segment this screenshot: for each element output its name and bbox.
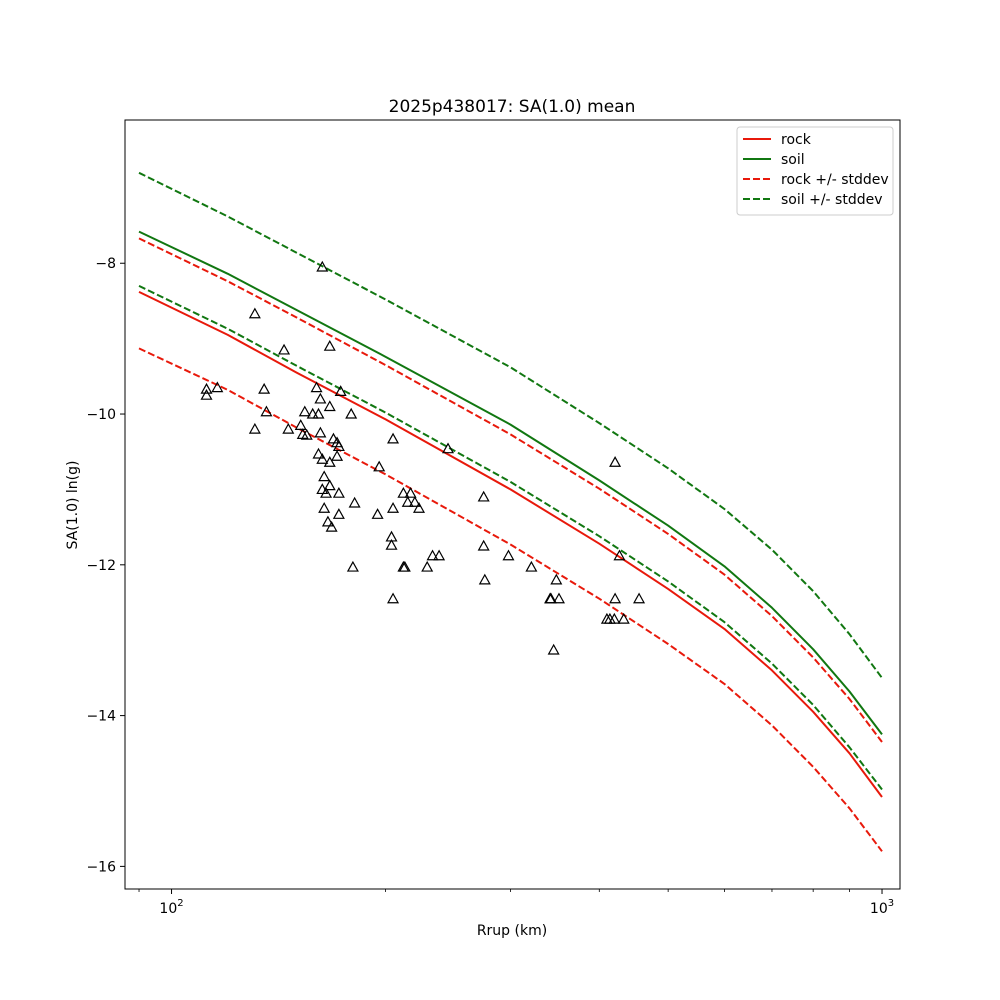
y-tick-label: −8 bbox=[95, 256, 116, 272]
observation-marker bbox=[609, 456, 622, 467]
observation-marker bbox=[609, 592, 622, 604]
observation-marker bbox=[312, 447, 325, 459]
observation-marker bbox=[260, 405, 273, 417]
observation-marker bbox=[426, 549, 439, 561]
observation-marker bbox=[316, 483, 329, 495]
observation-marker bbox=[332, 508, 345, 519]
observation-marker bbox=[387, 432, 400, 444]
observation-marker bbox=[298, 405, 311, 417]
legend-label: rock +/- stddev bbox=[781, 172, 889, 188]
observation-marker bbox=[294, 419, 307, 430]
observation-marker bbox=[323, 400, 336, 412]
observation-marker bbox=[404, 486, 417, 498]
observation-marker bbox=[550, 573, 563, 585]
observation-marker bbox=[477, 539, 490, 551]
observation-marker bbox=[248, 307, 261, 319]
observation-marker bbox=[442, 442, 455, 454]
axes: −16 −14 −12 −10 −8 102 103 bbox=[86, 256, 894, 917]
observation-marker bbox=[316, 260, 329, 272]
legend-label: soil bbox=[781, 152, 805, 168]
observation-marker bbox=[412, 502, 426, 513]
observation-marker bbox=[617, 612, 630, 624]
series-line-1 bbox=[138, 230, 883, 736]
legend: rock soil rock +/- stddev soil +/- stddev bbox=[736, 126, 894, 216]
observation-marker bbox=[314, 392, 327, 404]
observation-marker bbox=[345, 407, 358, 419]
y-tick-label: −14 bbox=[86, 709, 116, 725]
observation-marker bbox=[398, 560, 411, 572]
observation-marker bbox=[348, 496, 361, 508]
observation-marker bbox=[608, 612, 621, 624]
observation-marker bbox=[323, 479, 336, 491]
series-line-0 bbox=[138, 290, 883, 798]
observation-marker bbox=[478, 573, 491, 585]
observation-marker bbox=[323, 456, 336, 467]
legend-label: soil +/- stddev bbox=[781, 192, 883, 208]
observation-marker bbox=[332, 486, 345, 498]
legend-label: rock bbox=[781, 132, 812, 148]
observation-marker bbox=[401, 496, 414, 507]
observation-marker bbox=[525, 560, 538, 572]
observation-marker bbox=[327, 432, 340, 444]
observation-marker bbox=[282, 422, 295, 434]
observation-marker bbox=[323, 339, 336, 351]
observation-marker bbox=[248, 422, 261, 434]
observation-marker bbox=[258, 382, 271, 394]
observation-marker bbox=[200, 382, 213, 394]
series-line-3 bbox=[138, 347, 883, 852]
observation-marker bbox=[300, 428, 313, 440]
observation-marker bbox=[371, 508, 384, 519]
observation-marker bbox=[408, 496, 421, 507]
observation-marker bbox=[633, 592, 646, 604]
observation-marker bbox=[397, 486, 410, 498]
observation-marker bbox=[312, 407, 325, 419]
observation-marker bbox=[320, 486, 333, 498]
observation-marker bbox=[385, 538, 398, 550]
observation-marker bbox=[316, 453, 329, 464]
observation-marker bbox=[278, 343, 291, 355]
observation-marker bbox=[433, 549, 446, 561]
observation-marker bbox=[387, 502, 400, 513]
observation-marker bbox=[318, 470, 331, 482]
observation-marker bbox=[547, 643, 560, 655]
series-line-4 bbox=[138, 171, 883, 679]
chart-title: 2025p438017: SA(1.0) mean bbox=[389, 97, 636, 117]
observation-marker bbox=[306, 407, 319, 419]
observation-marker bbox=[387, 592, 400, 604]
observation-marker bbox=[552, 592, 565, 604]
series-line-5 bbox=[138, 284, 883, 791]
observation-marker bbox=[334, 385, 347, 397]
observation-marker bbox=[613, 549, 626, 561]
observation-marker bbox=[314, 426, 327, 438]
observation-marker bbox=[346, 560, 359, 572]
observation-marker bbox=[544, 592, 557, 604]
observation-marker bbox=[310, 381, 323, 393]
x-axis-label: Rrup (km) bbox=[477, 923, 547, 939]
y-tick-label: −12 bbox=[86, 558, 116, 574]
x-tick-label: 103 bbox=[870, 898, 894, 917]
series-line-2 bbox=[138, 237, 883, 743]
observation-marker bbox=[373, 460, 386, 472]
legend-box bbox=[736, 126, 894, 216]
observation-marker bbox=[502, 549, 515, 561]
y-axis-label: SA(1.0) ln(g) bbox=[65, 461, 81, 550]
y-tick-label: −16 bbox=[86, 859, 116, 875]
y-tick-label: −10 bbox=[86, 407, 116, 423]
plot-area bbox=[138, 171, 883, 852]
observation-marker bbox=[421, 560, 434, 572]
observation-marker bbox=[325, 520, 338, 532]
observation-marker bbox=[331, 450, 344, 461]
observation-marker bbox=[332, 440, 345, 452]
observation-marker bbox=[477, 490, 490, 502]
observation-marker bbox=[321, 515, 334, 527]
x-tick-label: 102 bbox=[159, 898, 183, 917]
plot-frame bbox=[124, 119, 901, 890]
observation-marker bbox=[211, 381, 224, 393]
observation-marker bbox=[318, 502, 331, 513]
observation-marker bbox=[200, 388, 213, 400]
